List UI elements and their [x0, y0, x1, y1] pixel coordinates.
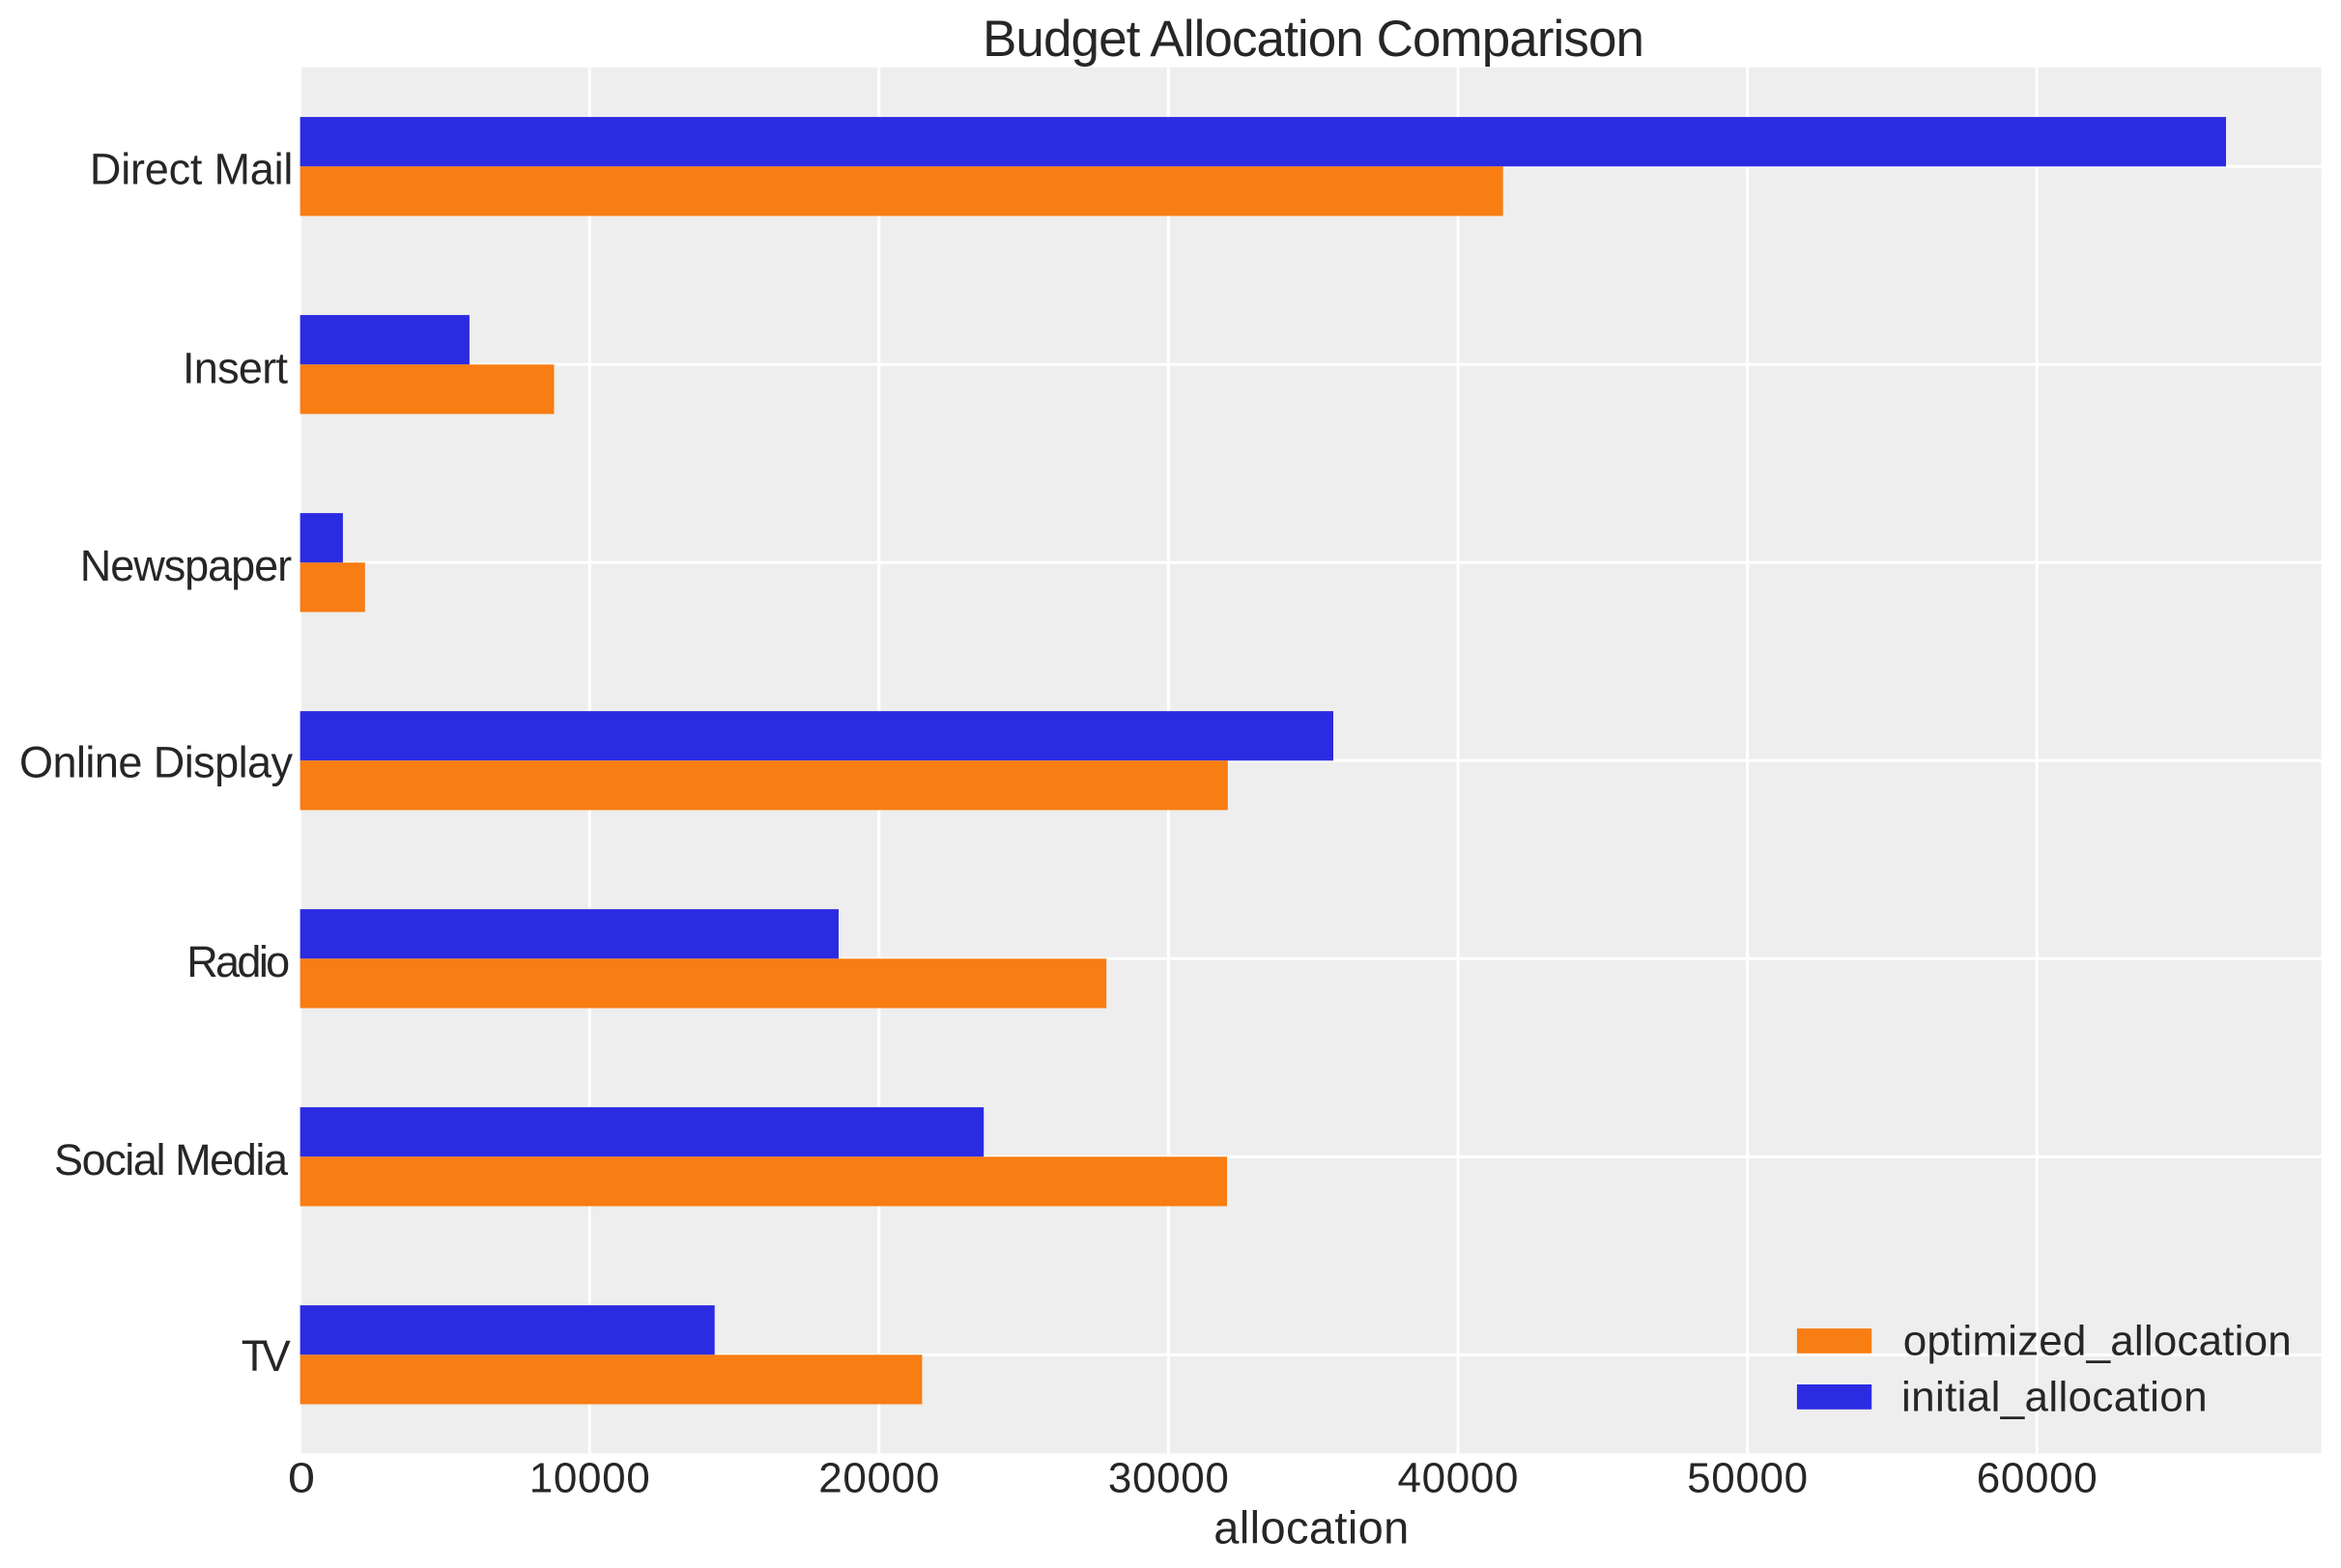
- svg-text:Newspaper: Newspaper: [80, 541, 292, 590]
- svg-text:Online Display: Online Display: [19, 738, 294, 787]
- svg-text:50000: 50000: [1687, 1455, 1808, 1502]
- svg-text:40000: 40000: [1398, 1455, 1519, 1502]
- svg-text:TV: TV: [242, 1331, 291, 1381]
- svg-text:30000: 30000: [1108, 1455, 1229, 1502]
- svg-text:0: 0: [288, 1455, 315, 1502]
- svg-text:Insert: Insert: [183, 344, 288, 393]
- svg-text:60000: 60000: [1977, 1455, 2098, 1502]
- svg-text:allocation: allocation: [1213, 1501, 1409, 1553]
- svg-text:Radio: Radio: [186, 937, 290, 986]
- svg-text:optimized_allocation: optimized_allocation: [1903, 1317, 2292, 1364]
- svg-text:10000: 10000: [529, 1455, 650, 1502]
- svg-text:Budget Allocation Comparison: Budget Allocation Comparison: [983, 11, 1644, 68]
- svg-text:initial_allocation: initial_allocation: [1901, 1373, 2208, 1420]
- svg-text:Social Media: Social Media: [54, 1135, 289, 1184]
- svg-text:20000: 20000: [818, 1455, 939, 1502]
- svg-text:Direct Mail: Direct Mail: [90, 145, 294, 194]
